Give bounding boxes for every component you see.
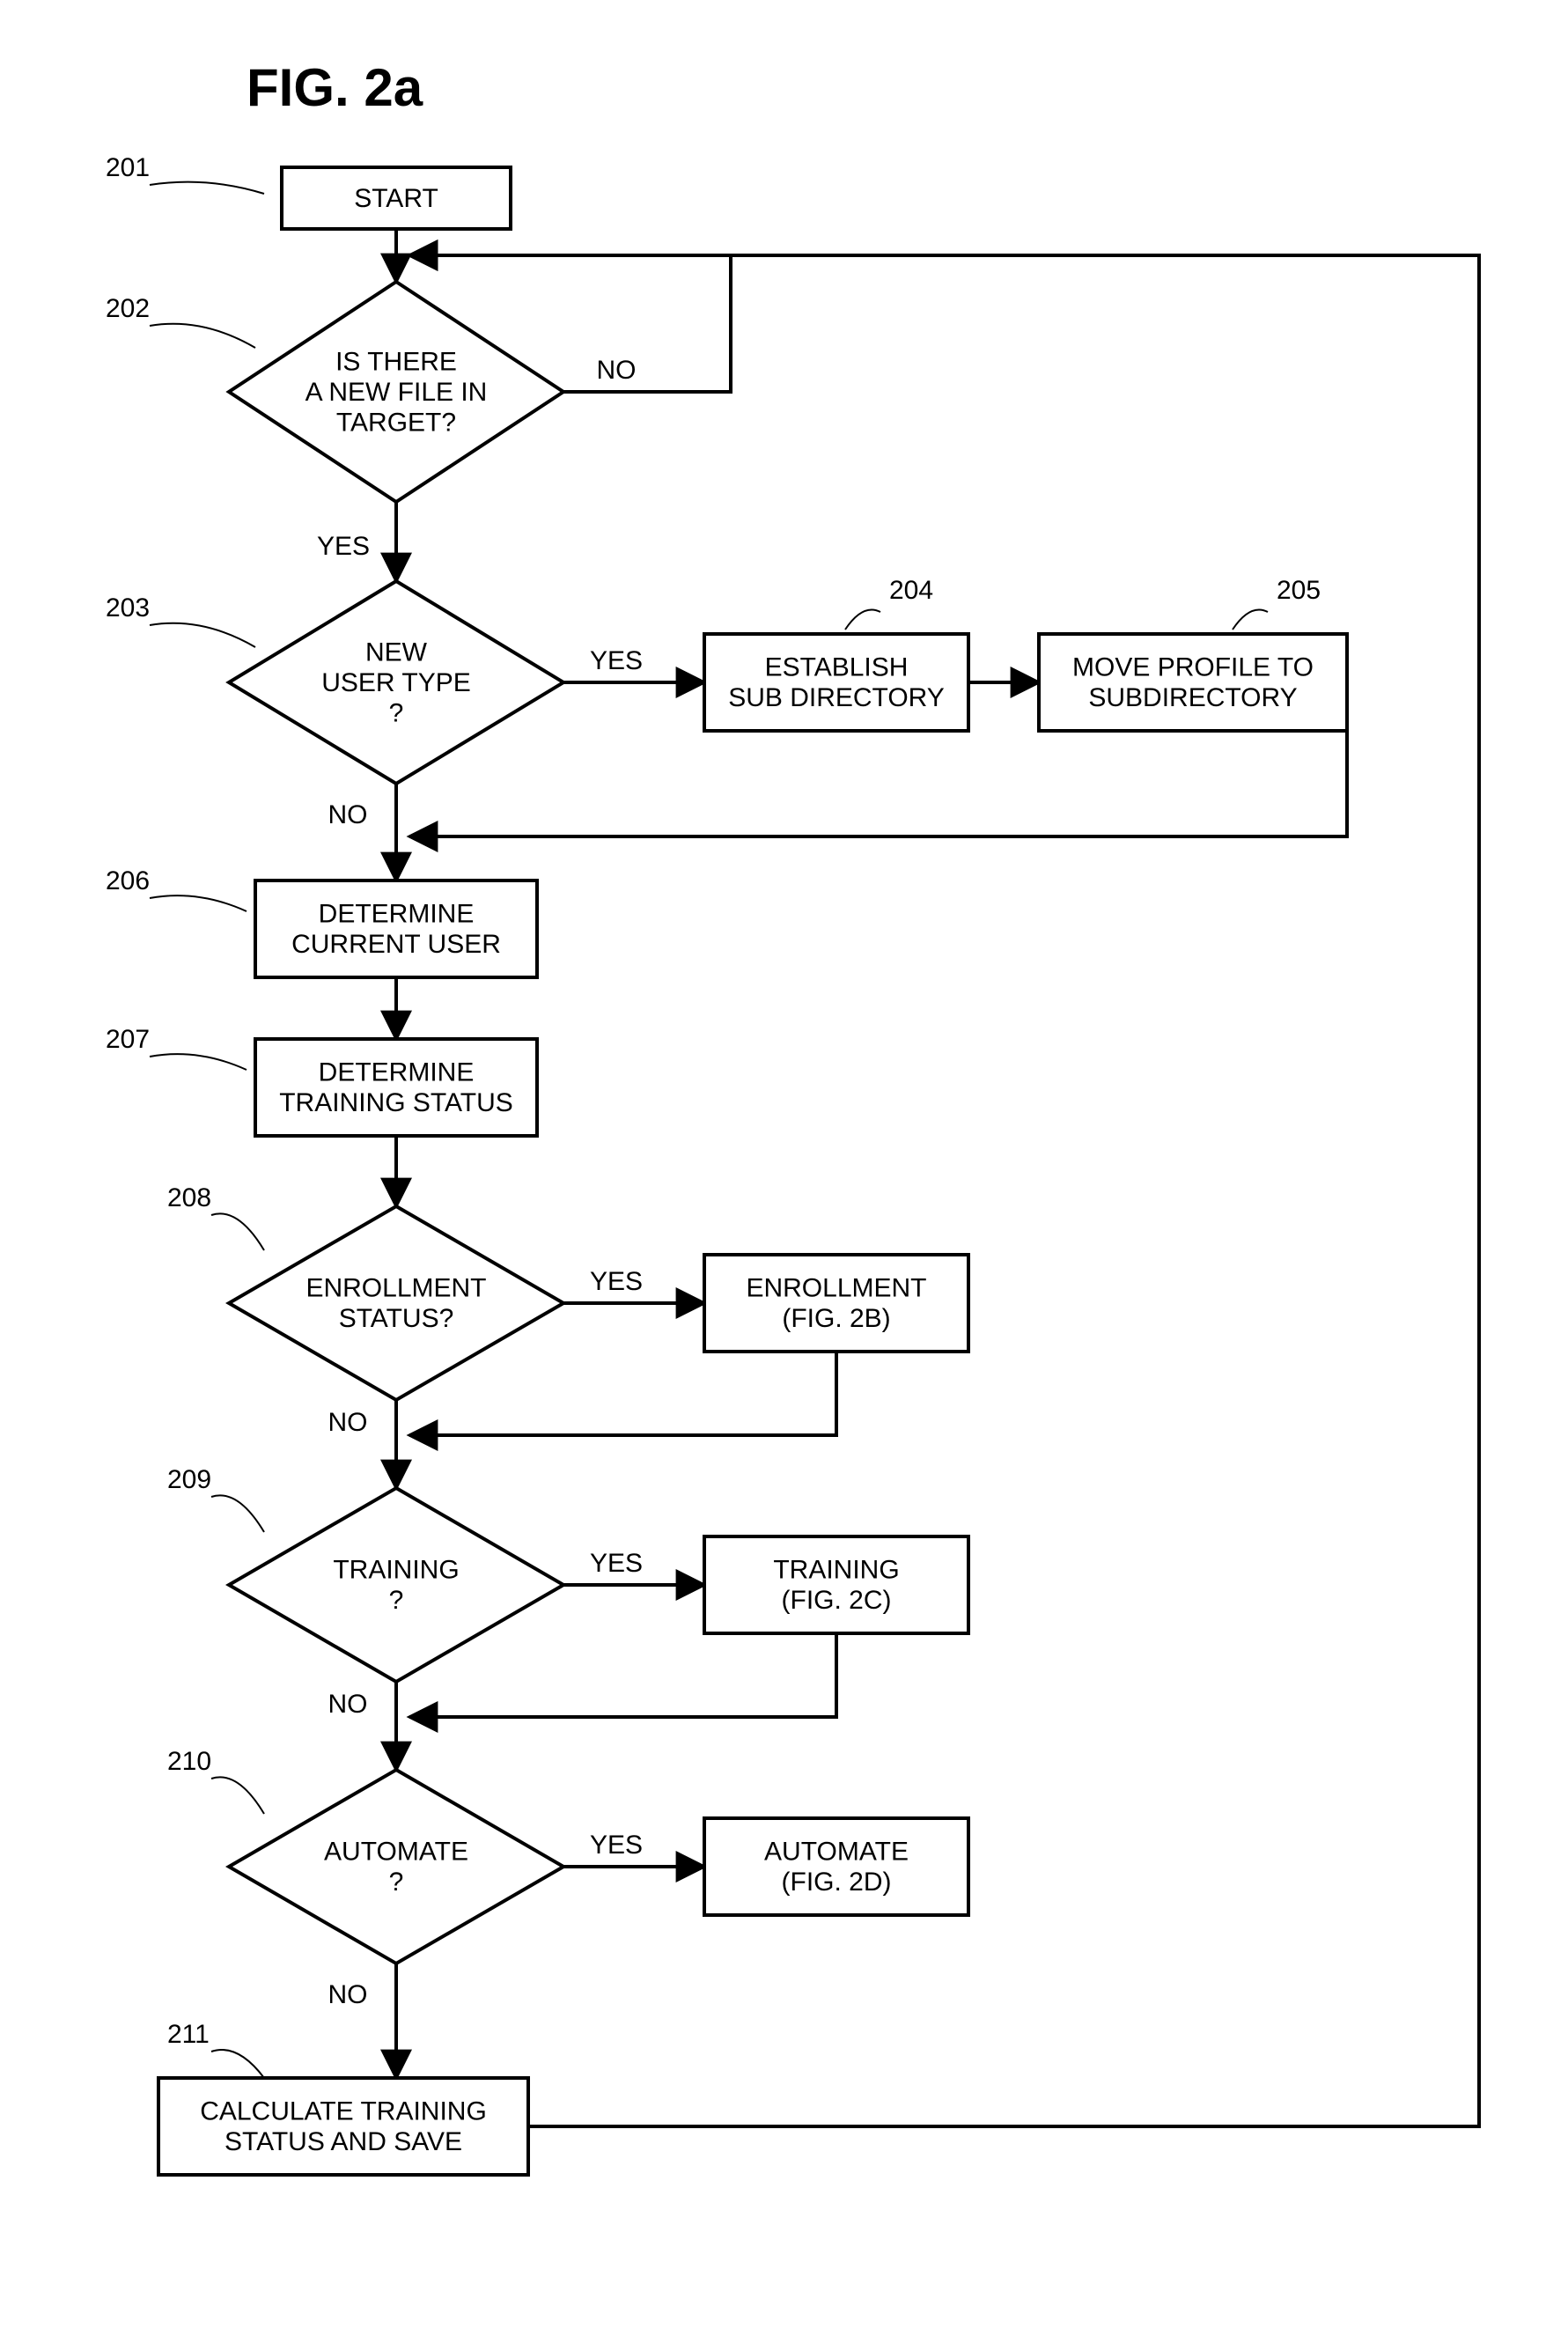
node-204: ESTABLISHSUB DIRECTORY 204 [704,576,968,731]
node-210: AUTOMATE? 210 [167,1747,563,1964]
node-text: SUBDIRECTORY [1088,683,1297,712]
ref-leader [150,324,255,348]
node-text: TRAINING STATUS [279,1088,513,1117]
edge-label: NO [328,1690,368,1719]
node-text: USER TYPE [321,668,471,697]
edge-label: NO [328,800,368,829]
node-207: DETERMINETRAINING STATUS 207 [106,1025,537,1136]
node-text: AUTOMATE [324,1838,468,1867]
node-text: SUB DIRECTORY [728,683,945,712]
node-text: ESTABLISH [765,653,909,682]
ref-label: 211 [167,2020,210,2049]
ref-leader [150,182,264,194]
node-203: NEWUSER TYPE? 203 [106,581,563,784]
node-text: (FIG. 2C) [782,1586,892,1615]
node-text: A NEW FILE IN [306,378,488,407]
node-text: STATUS? [339,1304,454,1333]
flowchart-fig-2a: FIG. 2a NO YES YES NO YES NO YES NO YES NO START 201… [0,0,1568,2343]
node-text: CALCULATE TRAINING [200,2097,487,2126]
node-text: AUTOMATE [764,1838,909,1867]
ref-label: 201 [106,153,150,182]
ref-label: 210 [167,1747,211,1776]
node-text: NEW [365,637,428,667]
flow-edge [409,1352,836,1435]
ref-label: 203 [106,593,150,623]
node-text: DETERMINE [319,1058,475,1087]
node-text: IS THERE [335,347,457,376]
node-text: TRAINING [333,1556,459,1585]
node-205: MOVE PROFILE TOSUBDIRECTORY 205 [1039,576,1347,731]
node-text: (FIG. 2D) [782,1868,892,1897]
ref-leader [150,623,255,647]
ref-label: 202 [106,294,150,323]
figure-title: FIG. 2a [247,58,423,117]
ref-label: 205 [1277,576,1321,605]
node-208: ENROLLMENTSTATUS? 208 [167,1183,563,1400]
edge-label: YES [590,1549,643,1578]
node-text: TARGET? [336,408,456,437]
node-text: ENROLLMENT [306,1274,486,1303]
node-206: DETERMINECURRENT USER 206 [106,866,537,977]
ref-leader [211,1777,264,1814]
edge-label: YES [590,1267,643,1296]
node-text: TRAINING [773,1556,899,1585]
flow-edge [409,1633,836,1717]
edge-label: NO [328,1980,368,2009]
node-201: START 201 [106,153,511,229]
node-text: DETERMINE [319,900,475,929]
edge-label: YES [590,646,643,675]
node-210b: AUTOMATE(FIG. 2D) [704,1818,968,1915]
ref-leader [211,2050,264,2078]
ref-label: 208 [167,1183,211,1212]
node-text: ? [389,1868,404,1897]
ref-leader [211,1495,264,1532]
ref-label: 206 [106,866,150,895]
node-text: STATUS AND SAVE [225,2127,462,2156]
ref-leader [1233,610,1268,630]
node-text: ? [389,1586,404,1615]
flow-edge [409,731,1347,836]
node-211: CALCULATE TRAININGSTATUS AND SAVE 211 [158,2020,528,2175]
edge-label: NO [328,1408,368,1437]
node-text: MOVE PROFILE TO [1072,653,1314,682]
ref-leader [150,1054,247,1070]
ref-label: 204 [889,576,933,605]
ref-label: 207 [106,1025,150,1054]
ref-leader [150,895,247,911]
edge-label: NO [597,356,637,385]
ref-leader [845,610,880,630]
edge-label: YES [590,1831,643,1860]
ref-label: 209 [167,1465,211,1494]
node-text: START [354,184,438,213]
node-text: ? [389,698,404,727]
node-202: IS THEREA NEW FILE INTARGET? 202 [106,282,563,502]
node-text: (FIG. 2B) [782,1304,890,1333]
edge-label: YES [317,532,370,561]
node-209: TRAINING? 209 [167,1465,563,1682]
ref-leader [211,1213,264,1250]
node-208b: ENROLLMENT(FIG. 2B) [704,1255,968,1352]
node-209b: TRAINING(FIG. 2C) [704,1536,968,1633]
node-text: ENROLLMENT [746,1274,926,1303]
node-text: CURRENT USER [291,930,501,959]
